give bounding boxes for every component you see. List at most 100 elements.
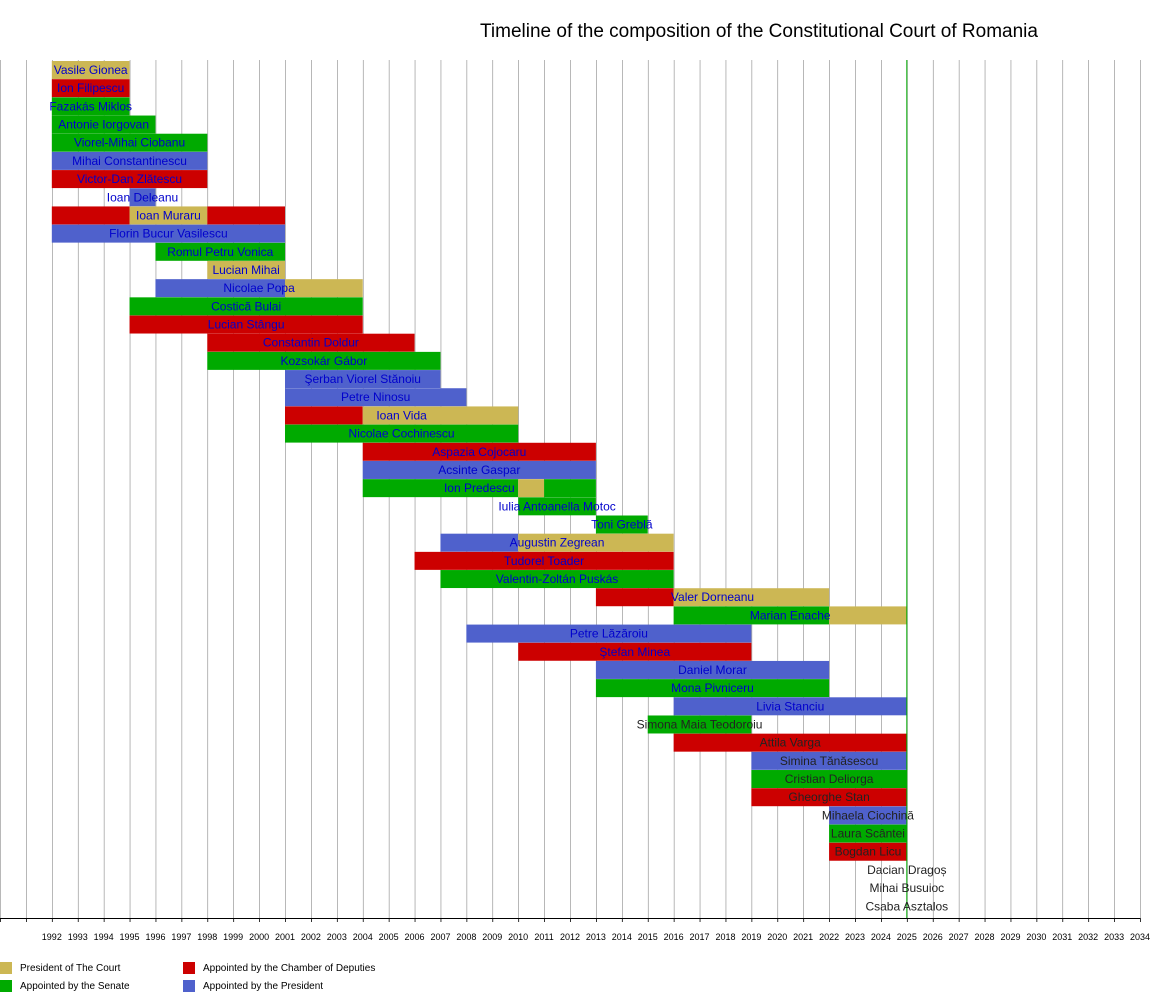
x-tick-label: 1994 <box>94 932 114 942</box>
member-label: Nicolae Cochinescu <box>349 427 455 441</box>
x-tick-label: 2034 <box>1130 932 1150 942</box>
timeline-bar <box>51 151 208 170</box>
member-label: Attila Varga <box>760 736 821 750</box>
legend-label: President of The Court <box>20 962 121 974</box>
timeline-bar <box>285 370 441 389</box>
member-label: Iulia Antoanella Motoc <box>498 499 615 513</box>
member-label: Aspazia Cojocaru <box>432 445 526 459</box>
x-tick-label: 1996 <box>145 932 165 942</box>
member-label: Costică Bulai <box>211 299 281 313</box>
x-tick-label: 2009 <box>482 932 502 942</box>
x-tick-label: 2019 <box>741 932 761 942</box>
timeline-bar <box>751 751 907 770</box>
x-tick-label: 2020 <box>767 932 787 942</box>
timeline-bar <box>285 279 363 298</box>
x-tick-label: 2010 <box>508 932 528 942</box>
timeline-bar <box>362 479 519 498</box>
x-tick-label: 2007 <box>430 932 450 942</box>
timeline-bar <box>362 442 596 461</box>
timeline-bar <box>362 460 596 479</box>
x-tick-label: 2004 <box>353 932 373 942</box>
timeline-bar <box>829 606 907 625</box>
gridlines <box>0 60 1141 918</box>
legend-label: Appointed by the Senate <box>20 980 130 992</box>
x-tick-label: 2033 <box>1104 932 1124 942</box>
timeline-bar <box>673 733 907 752</box>
x-tick-label: 2031 <box>1052 932 1072 942</box>
timeline-bar <box>51 79 130 98</box>
x-tick-label: 1998 <box>197 932 217 942</box>
timeline-bar <box>518 533 674 552</box>
timeline-bar <box>129 315 363 334</box>
timeline-bar <box>829 842 907 861</box>
member-label: Ioan Muraru <box>136 208 201 222</box>
x-tick-label: 2029 <box>1000 932 1020 942</box>
member-label: Simona Maia Teodoroiu <box>637 717 763 731</box>
member-labels: Vasile Gionea Ion Filipescu Fazakás Miklos… <box>49 63 948 913</box>
member-label: Nicolae Popa <box>223 281 295 295</box>
member-label: Daniel Morar <box>678 663 747 677</box>
x-tick-label: 1995 <box>120 932 140 942</box>
timeline-bar <box>673 606 830 625</box>
member-label: Toni Greblă <box>591 518 653 532</box>
member-label: Viorel-Mihai Ciobanu <box>74 136 185 150</box>
x-tick-label: 2001 <box>275 932 295 942</box>
x-tick-label: 2025 <box>897 932 917 942</box>
member-label: Ştefan Minea <box>599 645 670 659</box>
x-tick-label: 2030 <box>1026 932 1046 942</box>
member-label: Ioan Deleanu <box>107 190 178 204</box>
bars <box>51 61 907 861</box>
x-axis: 1992 1993 1994 1995 1996 1997 1998 1999 2000 2001… <box>0 918 1150 942</box>
timeline-bar <box>595 588 674 607</box>
timeline-bar <box>51 61 130 79</box>
timeline-bar <box>440 570 674 589</box>
member-label: Augustin Zegrean <box>510 536 605 550</box>
legend-swatch <box>0 980 12 992</box>
chart-title: Timeline of the composition of the Const… <box>480 21 1038 42</box>
timeline-bar <box>129 188 156 207</box>
timeline-bar <box>155 242 285 261</box>
x-tick-label: 2028 <box>975 932 995 942</box>
timeline-bar <box>829 806 907 825</box>
x-tick-label: 2015 <box>638 932 658 942</box>
member-label: Cristian Deliorga <box>785 772 874 786</box>
timeline-bar <box>466 624 752 643</box>
timeline-bar <box>595 660 830 679</box>
member-label: Petre Ninosu <box>341 390 410 404</box>
x-tick-label: 2013 <box>586 932 606 942</box>
x-tick-label: 2032 <box>1078 932 1098 942</box>
member-label: Ioan Vida <box>376 408 427 422</box>
timeline-bar <box>673 697 907 716</box>
x-tick-label: 2017 <box>690 932 710 942</box>
timeline-bar <box>751 788 907 807</box>
x-tick-label: 2006 <box>405 932 425 942</box>
timeline-bar <box>440 533 519 552</box>
member-label: Florin Bucur Vasilescu <box>109 227 228 241</box>
x-tick-label: 2027 <box>949 932 969 942</box>
member-label: Şerban Viorel Stănoiu <box>304 372 421 386</box>
x-tick-label: 2021 <box>793 932 813 942</box>
x-tick-label: 2024 <box>871 932 891 942</box>
member-label: Valentin-Zoltán Puskás <box>496 572 619 586</box>
timeline-bar <box>51 115 156 134</box>
member-label: Mihai Busuioc <box>869 881 944 895</box>
member-label: Bogdan Licu <box>835 845 902 859</box>
timeline-bar <box>207 333 415 352</box>
timeline-bar <box>51 97 130 116</box>
legend-item: Appointed by the Senate <box>0 980 130 992</box>
timeline-bar <box>285 424 519 443</box>
timeline-bar <box>285 388 467 407</box>
member-label: Marian Enache <box>750 608 831 622</box>
timeline-bar <box>751 770 907 789</box>
x-tick-label: 2012 <box>560 932 580 942</box>
timeline-bar <box>829 824 907 843</box>
x-tick-label: 2008 <box>456 932 476 942</box>
member-label: Ion Filipescu <box>57 81 124 95</box>
member-label: Acsinte Gaspar <box>438 463 520 477</box>
member-label: Csaba Asztalos <box>865 899 948 913</box>
timeline-bar <box>285 406 363 425</box>
member-label: Mona Pivniceru <box>671 681 754 695</box>
x-tick-label: 1992 <box>42 932 62 942</box>
x-tick-label: 2022 <box>819 932 839 942</box>
